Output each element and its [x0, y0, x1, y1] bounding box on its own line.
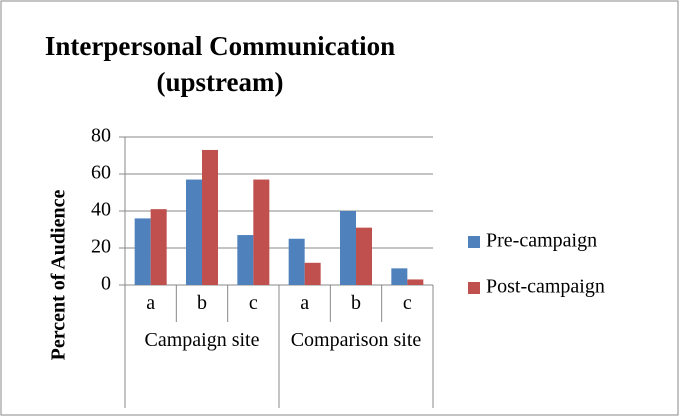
- bar: [407, 279, 424, 285]
- y-tick-label: 60: [91, 162, 111, 184]
- legend-label: Post-campaign: [486, 276, 605, 298]
- bar: [391, 268, 408, 285]
- x-tick-label: c: [403, 292, 412, 314]
- legend-label: Pre-campaign: [486, 230, 597, 252]
- bar: [150, 209, 167, 285]
- y-axis-label: Percent of Audience: [48, 190, 70, 361]
- x-tick-label: c: [249, 292, 258, 314]
- bar: [288, 238, 305, 285]
- bar: [237, 235, 254, 285]
- x-tick-label: a: [300, 292, 309, 314]
- x-tick-label: b: [351, 292, 361, 314]
- bar: [356, 227, 372, 285]
- x-tick-label: a: [146, 292, 155, 314]
- group-label: Campaign site: [144, 329, 260, 351]
- bar: [202, 149, 218, 285]
- group-label: Comparison site: [290, 329, 422, 351]
- bar: [134, 218, 151, 285]
- legend-swatch: [468, 236, 480, 248]
- bar: [304, 262, 321, 285]
- bar: [186, 179, 202, 285]
- chart-title: Interpersonal Communication (upstream): [44, 31, 396, 97]
- y-tick-label: 80: [91, 125, 111, 147]
- x-tick-label: b: [197, 292, 207, 314]
- bar: [253, 179, 270, 285]
- bar: [340, 211, 356, 285]
- y-tick-label: 40: [91, 199, 111, 221]
- y-tick-label: 20: [91, 236, 111, 258]
- y-tick-label: 0: [101, 273, 111, 295]
- legend-swatch: [468, 282, 480, 294]
